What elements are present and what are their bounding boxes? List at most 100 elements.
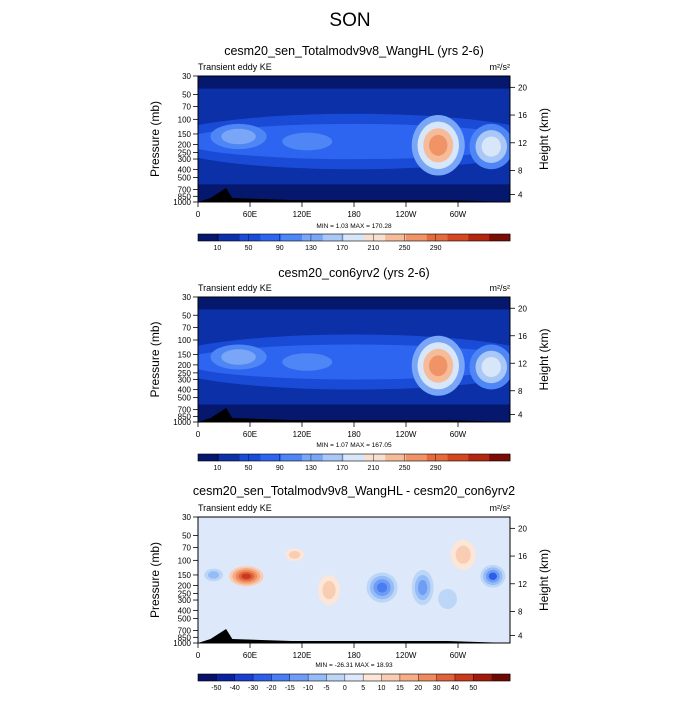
colorbar-label: 90 — [276, 465, 284, 472]
jet-max-3-0 — [282, 132, 333, 151]
colorbar-swatch — [468, 454, 490, 461]
ytick-right-label: 4 — [518, 190, 523, 199]
ytick-label: 200 — [178, 361, 192, 370]
anomaly-5-2 — [417, 580, 428, 596]
colorbar-swatch — [281, 454, 303, 461]
colorbar-swatch — [491, 674, 511, 681]
panel-2: cesm20_con6yrv2 (yrs 2-6) Transient eddy … — [148, 266, 551, 472]
ytick-label: 850 — [178, 633, 192, 642]
colorbar-swatch — [326, 674, 346, 681]
colorbar-swatch — [281, 234, 303, 241]
colorbar-label: 10 — [213, 465, 221, 472]
ytick-label: 150 — [178, 571, 192, 580]
ytick-right-label: 16 — [518, 332, 527, 341]
ytick-label: 100 — [178, 115, 192, 124]
xtick-label: 120E — [293, 430, 312, 439]
colorbar-swatch — [344, 674, 364, 681]
colorbar-swatch — [418, 674, 437, 681]
ytick-label: 300 — [178, 155, 192, 164]
ytick-label: 850 — [178, 412, 192, 421]
xtick-label: 120E — [293, 210, 312, 219]
panel-subtitle: Transient eddy KE — [198, 283, 272, 293]
y-axis-right-label: Height (km) — [537, 108, 551, 170]
min-max-stats: MIN = 1.07 MAX = 167.05 — [316, 442, 392, 449]
colorbar-label: 170 — [336, 465, 348, 472]
colorbar-swatch — [322, 454, 344, 461]
main-title: SON — [329, 10, 371, 31]
ytick-label: 70 — [182, 323, 191, 332]
xtick-label: 180 — [347, 210, 361, 219]
ytick-label: 50 — [182, 90, 191, 99]
ytick-right-label: 16 — [518, 111, 527, 120]
colorbar-swatch — [343, 454, 365, 461]
y-axis-label: Pressure (mb) — [148, 101, 162, 177]
contour-field — [198, 297, 510, 422]
ytick-right-label: 4 — [518, 631, 523, 640]
field-bottom-band — [198, 404, 510, 422]
ytick-label: 50 — [182, 531, 191, 540]
ytick-label: 1000 — [173, 418, 191, 427]
colorbar-label: 250 — [399, 245, 411, 252]
colorbar-label: -10 — [303, 685, 313, 692]
ytick-label: 850 — [178, 192, 192, 201]
ytick-label: 30 — [182, 293, 191, 302]
ytick-label: 500 — [178, 614, 192, 623]
colorbar-swatch — [216, 674, 236, 681]
anomaly-8-0 — [438, 588, 457, 609]
colorbar-swatch — [454, 674, 474, 681]
min-max-stats: MIN = -26.31 MAX = 18.93 — [315, 662, 393, 669]
anomaly-4-3 — [376, 582, 388, 593]
ytick-right-label: 12 — [518, 359, 527, 368]
colorbar-label: 10 — [378, 685, 386, 692]
colorbar-label: -30 — [248, 685, 258, 692]
y-axis-right-label: Height (km) — [537, 328, 551, 390]
jet-max-2-1 — [221, 128, 256, 145]
xtick-label: 180 — [347, 651, 361, 660]
panel-units: m²/s² — [490, 503, 511, 513]
panel-title: cesm20_con6yrv2 (yrs 2-6) — [278, 266, 429, 280]
ytick-right-label: 8 — [518, 167, 523, 176]
colorbar-label: -20 — [266, 685, 276, 692]
xtick-label: 60E — [243, 430, 257, 439]
ytick-label: 700 — [178, 627, 192, 636]
colorbar-label: 170 — [336, 245, 348, 252]
colorbar-frame — [197, 453, 511, 462]
colorbar-swatch — [302, 234, 324, 241]
colorbar-swatch — [489, 454, 511, 461]
colorbar-label: 50 — [245, 465, 253, 472]
xtick-label: 60W — [450, 210, 467, 219]
colorbar-swatch — [218, 454, 240, 461]
colorbar-swatch — [406, 454, 428, 461]
y-axis-label: Pressure (mb) — [148, 542, 162, 618]
min-max-stats: MIN = 1.03 MAX = 170.28 — [316, 223, 392, 230]
colorbar-swatch — [198, 234, 220, 241]
colorbar-label: 130 — [305, 465, 317, 472]
ytick-label: 250 — [178, 589, 192, 598]
jet-max-3-0 — [282, 353, 333, 371]
colorbar-label: 90 — [276, 245, 284, 252]
ytick-label: 300 — [178, 375, 192, 384]
colorbar-label: 5 — [361, 685, 365, 692]
ytick-label: 200 — [178, 140, 192, 149]
colorbar-swatch — [289, 674, 309, 681]
xtick-label: 0 — [196, 651, 201, 660]
colorbar-swatch — [364, 234, 386, 241]
anomaly-2-1 — [322, 581, 336, 600]
ytick-label: 70 — [182, 103, 191, 112]
ytick-right-label: 16 — [518, 552, 527, 561]
ytick-label: 1000 — [173, 639, 191, 648]
ytick-right-label: 4 — [518, 411, 523, 420]
colorbar-label: 0 — [343, 685, 347, 692]
colorbar-swatch — [343, 234, 365, 241]
colorbar-swatch — [385, 454, 407, 461]
y-axis-label: Pressure (mb) — [148, 321, 162, 397]
contour-field — [198, 76, 510, 202]
topography-mask — [198, 629, 510, 643]
xtick-label: 60E — [243, 651, 257, 660]
field-top-band — [198, 76, 510, 89]
colorbar-label: -50 — [211, 685, 221, 692]
ytick-label: 500 — [178, 173, 192, 182]
topography-mask — [198, 408, 510, 422]
colorbar-label: 10 — [213, 245, 221, 252]
